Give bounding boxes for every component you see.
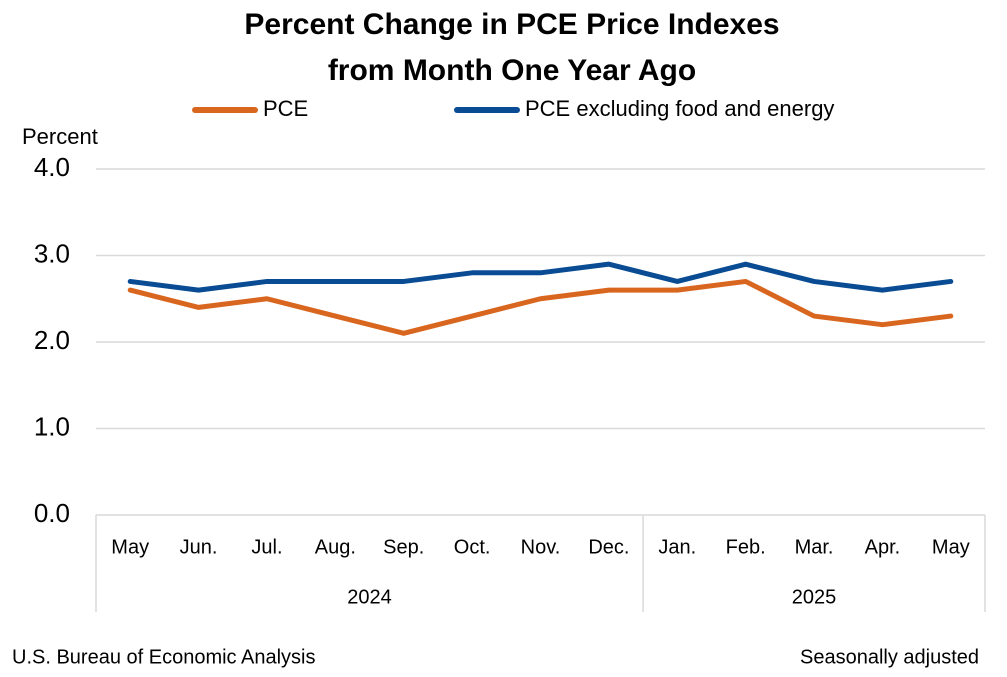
x-tick-label: Jun. [180, 536, 218, 558]
series-line [127, 261, 954, 293]
y-tick-label: 3.0 [34, 238, 70, 268]
x-tick-label: Jul. [251, 536, 282, 558]
x-tick-label: Sep. [383, 536, 424, 558]
chart-title: Percent Change in PCE Price Indexes [244, 8, 779, 41]
y-tick-label: 4.0 [34, 152, 70, 182]
legend-label: PCE excluding food and energy [525, 96, 834, 121]
series-line [127, 278, 954, 336]
x-tick-label: Oct. [454, 536, 491, 558]
x-tick-label: May [932, 536, 970, 558]
x-tick-label: Mar. [795, 536, 834, 558]
group-label: 2024 [347, 586, 392, 608]
x-tick-label: Apr. [865, 536, 901, 558]
y-axis-label: Percent [22, 124, 98, 149]
legend-label: PCE [263, 96, 308, 121]
x-tick-label: May [111, 536, 149, 558]
x-tick-label: Dec. [588, 536, 629, 558]
y-tick-label: 0.0 [34, 498, 70, 528]
y-tick-label: 2.0 [34, 325, 70, 355]
x-tick-label: Nov. [521, 536, 561, 558]
group-label: 2025 [792, 586, 837, 608]
chart-title: from Month One Year Ago [328, 54, 696, 87]
source: U.S. Bureau of Economic Analysis [12, 646, 315, 668]
note: Seasonally adjusted [800, 646, 979, 668]
x-tick-label: Feb. [726, 536, 766, 558]
x-tick-label: Aug. [315, 536, 356, 558]
x-tick-label: Jan. [658, 536, 696, 558]
y-tick-label: 1.0 [34, 411, 70, 441]
